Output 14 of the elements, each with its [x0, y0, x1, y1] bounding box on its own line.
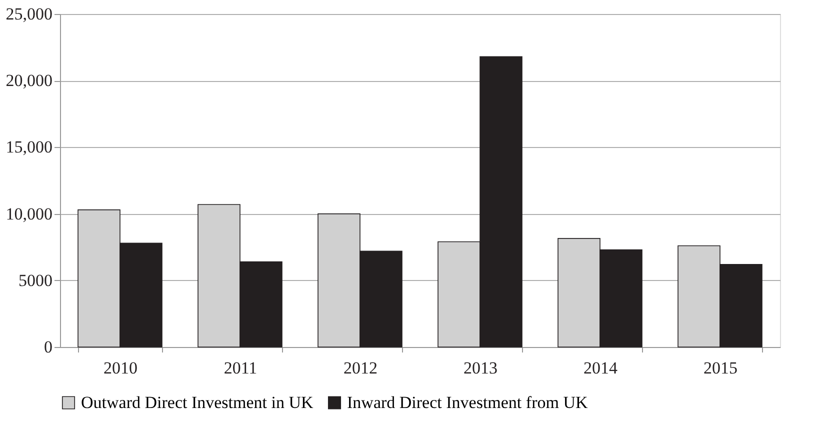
- x-tick-label: 2011: [224, 358, 258, 378]
- y-tick-label: 15,000: [6, 138, 52, 157]
- x-tick-label: 2013: [464, 358, 498, 378]
- y-tick-label: 5000: [18, 270, 52, 290]
- x-tick-label: 2010: [104, 358, 138, 378]
- y-tick-label: 25,000: [6, 4, 52, 24]
- x-tick-label: 2012: [344, 358, 378, 378]
- y-tick-label: 10,000: [6, 204, 52, 224]
- x-tick-label: 2014: [584, 358, 618, 378]
- legend-label: Outward Direct Investment in UK: [81, 392, 314, 412]
- y-tick-label: 0: [44, 338, 52, 356]
- legend-label: Inward Direct Investment from UK: [347, 392, 588, 412]
- x-tick-label: 2015: [704, 358, 738, 378]
- y-tick-label: 20,000: [6, 71, 52, 90]
